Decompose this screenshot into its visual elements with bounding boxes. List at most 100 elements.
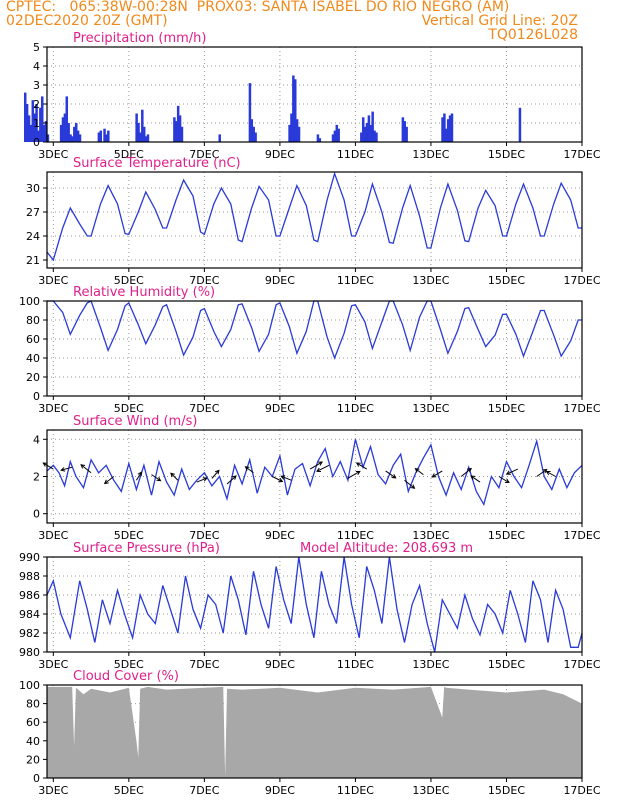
x-tick-label: 3DEC: [38, 529, 68, 542]
precip-bar: [99, 130, 103, 142]
x-tick-label: 7DEC: [189, 274, 219, 287]
wind-arrow-head: [431, 473, 437, 478]
precip-bar: [135, 113, 138, 142]
precip-bar: [443, 113, 446, 142]
y-tick-label: 20: [26, 371, 40, 384]
x-tick-label: 3DEC: [38, 274, 68, 287]
x-tick-label: 15DEC: [488, 658, 525, 671]
wind-arrow-head: [545, 470, 551, 476]
wind-arrow-head: [232, 475, 237, 480]
y-tick-label: 990: [19, 551, 40, 564]
wind-arrow: [43, 462, 54, 470]
humidity-line: [47, 300, 582, 360]
precip-bar: [141, 109, 144, 142]
precip-bar: [173, 117, 176, 142]
x-tick-label: 15DEC: [488, 274, 525, 287]
y-tick-label: 60: [26, 333, 40, 346]
x-tick-label: 3DEC: [38, 784, 68, 797]
wind-arrow: [135, 471, 142, 481]
x-tick-label: 17DEC: [563, 402, 600, 415]
wind-arrow-head: [170, 472, 175, 478]
wind-arrow: [170, 472, 179, 481]
y-tick-label: 100: [19, 679, 40, 692]
precip-bar: [40, 96, 44, 142]
y-tick-label: 0: [33, 136, 40, 149]
precip-bar: [31, 100, 35, 142]
precipitation-frame: [46, 46, 583, 143]
wind-arrow: [226, 475, 237, 485]
x-tick-label: 9DEC: [265, 402, 295, 415]
precip-bar: [29, 124, 33, 142]
pressure-title: Surface Pressure (hPa): [73, 541, 220, 556]
precip-bar: [248, 83, 252, 142]
y-tick-label: 986: [19, 589, 40, 602]
x-tick-label: 17DEC: [563, 274, 600, 287]
x-tick-label: 13DEC: [412, 658, 449, 671]
wind-arrow: [385, 470, 396, 479]
x-tick-label: 13DEC: [412, 784, 449, 797]
precip-bar: [178, 115, 182, 142]
wind-arrow: [245, 466, 254, 474]
x-tick-label: 11DEC: [337, 529, 374, 542]
wind-arrow-head: [80, 464, 86, 469]
wind-arrow-head: [244, 466, 250, 471]
wind-arrow: [432, 470, 443, 478]
wind-arrow: [151, 474, 161, 482]
precip-bar: [59, 124, 63, 142]
x-tick-label: 11DEC: [337, 658, 374, 671]
wind-arrow-head: [60, 467, 66, 472]
y-tick-label: 982: [19, 627, 40, 640]
precip-bar: [39, 107, 42, 142]
precip-bar: [254, 132, 257, 142]
precip-bar: [448, 115, 452, 142]
x-tick-label: 7DEC: [189, 148, 219, 161]
temperature-title: Surface Temperature (nC): [73, 156, 241, 171]
precip-bar: [76, 130, 80, 142]
x-tick-label: 3DEC: [38, 402, 68, 415]
y-tick-label: 0: [33, 390, 40, 403]
precip-bar: [142, 126, 146, 142]
precip-bar: [65, 96, 69, 142]
x-tick-label: 5DEC: [114, 658, 144, 671]
x-tick-label: 15DEC: [488, 148, 525, 161]
precip-bar: [363, 126, 367, 142]
precip-bar: [250, 119, 254, 142]
precip-bar: [25, 104, 29, 142]
wind-arrow-head: [504, 478, 510, 484]
temperature-line: [46, 171, 582, 262]
precip-bar: [73, 126, 76, 142]
x-tick-label: 7DEC: [189, 402, 219, 415]
wind-arrow: [211, 470, 220, 479]
header-line-1: CPTEC: 065:38W-00:28N PROX03: SANTA ISAB…: [6, 0, 510, 15]
y-tick-label: 80: [26, 314, 40, 327]
pressure-annotation: Model Altitude: 208.693 m: [300, 541, 473, 556]
precip-bar: [371, 111, 374, 142]
temperature-frame: [46, 171, 583, 269]
wind-arrow: [196, 477, 207, 483]
precip-bar: [252, 126, 255, 142]
wind-arrow-head: [137, 471, 142, 477]
precip-bar: [69, 134, 72, 142]
precip-bar: [218, 134, 221, 142]
y-tick-label: 21: [26, 254, 40, 267]
wind-arrow: [546, 471, 556, 477]
y-tick-label: 80: [26, 698, 40, 711]
x-tick-label: 7DEC: [189, 529, 219, 542]
x-tick-label: 15DEC: [488, 402, 525, 415]
x-tick-label: 17DEC: [563, 148, 600, 161]
y-tick-label: 27: [26, 206, 40, 219]
cloud-title: Cloud Cover (%): [73, 669, 179, 684]
x-tick-label: 13DEC: [412, 274, 449, 287]
wind-arrow-head: [316, 467, 321, 472]
wind-arrow: [309, 461, 323, 470]
wind-arrow-head: [355, 470, 361, 476]
wind-arrow: [470, 475, 481, 483]
precip-bar: [35, 104, 38, 142]
precip-bar: [361, 117, 365, 142]
precip-bar: [403, 121, 407, 142]
precip-bar: [318, 138, 322, 142]
precip-bar: [331, 134, 335, 142]
wind-arrow-head: [278, 477, 284, 483]
pressure-line: [46, 556, 583, 653]
precip-bar: [375, 132, 378, 142]
